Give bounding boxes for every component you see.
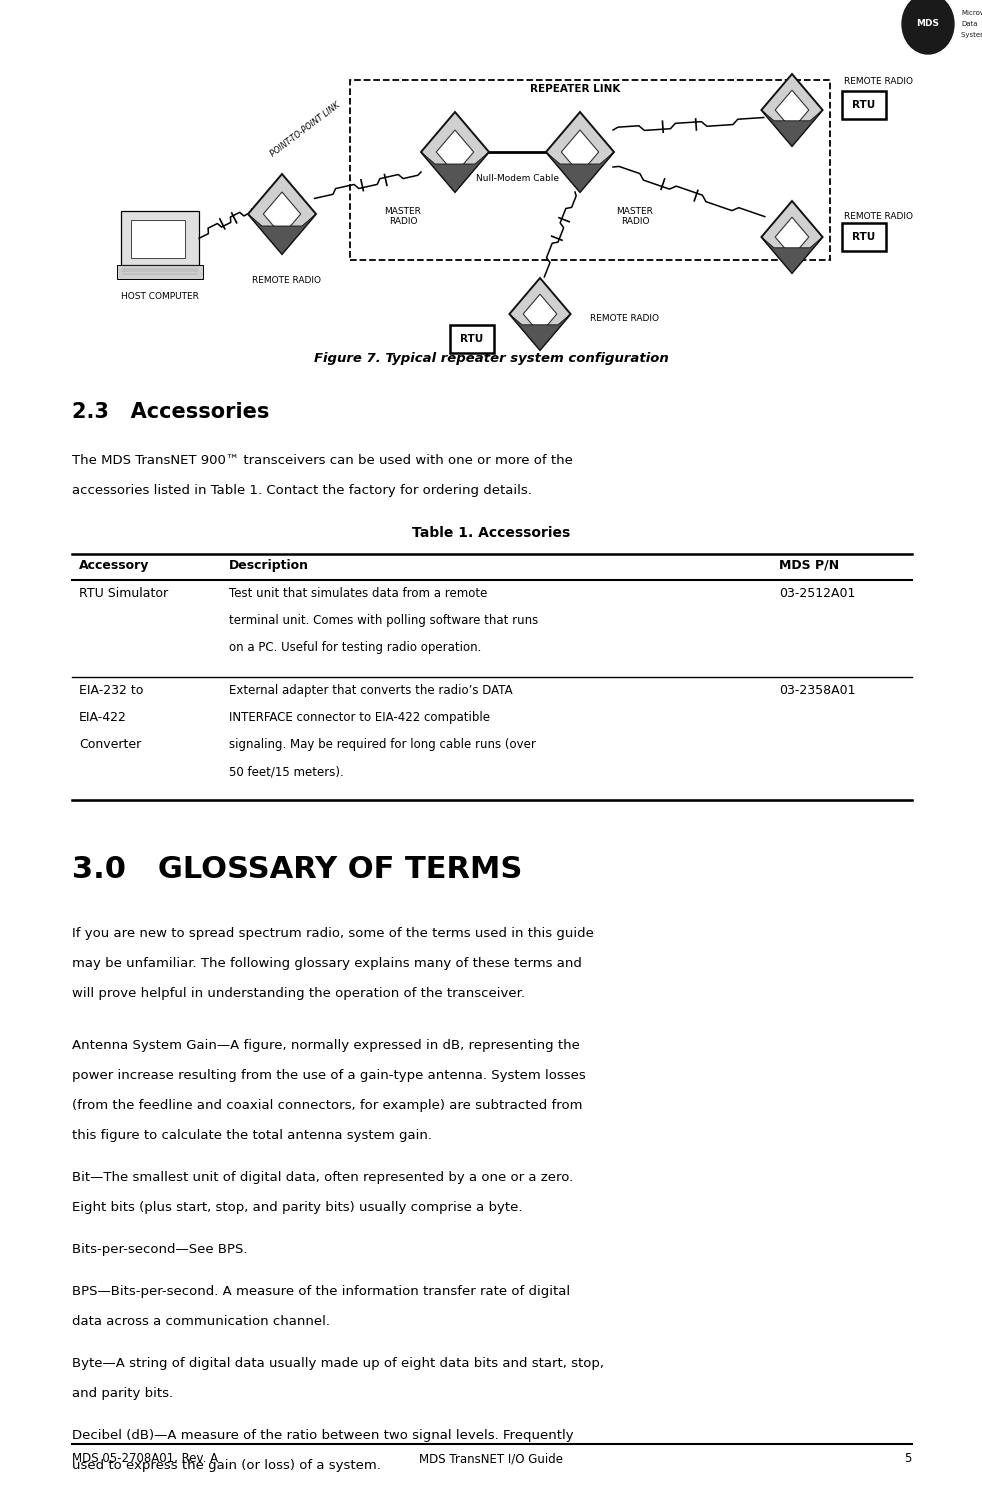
Polygon shape	[523, 294, 557, 333]
Text: Table 1. Accessories: Table 1. Accessories	[411, 526, 571, 541]
Polygon shape	[421, 152, 489, 192]
Text: Data: Data	[961, 21, 977, 27]
Text: EIA-422: EIA-422	[79, 710, 127, 724]
Polygon shape	[562, 131, 599, 174]
Polygon shape	[263, 192, 300, 236]
Text: RTU: RTU	[461, 333, 483, 344]
Text: MDS: MDS	[916, 20, 940, 29]
Text: Null-Modem Cable: Null-Modem Cable	[476, 174, 559, 183]
Text: If you are new to spread spectrum radio, some of the terms used in this guide: If you are new to spread spectrum radio,…	[72, 927, 594, 940]
Polygon shape	[510, 278, 571, 350]
Text: The MDS TransNET 900™ transceivers can be used with one or more of the: The MDS TransNET 900™ transceivers can b…	[72, 454, 573, 467]
Polygon shape	[761, 110, 823, 146]
Text: INTERFACE connector to EIA-422 compatible: INTERFACE connector to EIA-422 compatibl…	[229, 710, 490, 724]
Text: 2.3   Accessories: 2.3 Accessories	[72, 403, 269, 422]
Text: MDS TransNET I/O Guide: MDS TransNET I/O Guide	[419, 1452, 563, 1464]
Text: MASTER
RADIO: MASTER RADIO	[385, 207, 421, 227]
Text: BPS—Bits-per-second. A measure of the information transfer rate of digital: BPS—Bits-per-second. A measure of the in…	[72, 1286, 571, 1298]
Text: RTU Simulator: RTU Simulator	[79, 587, 168, 599]
Text: (from the feedline and coaxial connectors, for example) are subtracted from: (from the feedline and coaxial connector…	[72, 1099, 582, 1113]
Polygon shape	[546, 152, 614, 192]
Ellipse shape	[902, 0, 954, 54]
Text: POINT-TO-POINT LINK: POINT-TO-POINT LINK	[268, 101, 342, 159]
FancyBboxPatch shape	[842, 92, 886, 119]
Polygon shape	[248, 174, 316, 254]
Text: Systems Inc.: Systems Inc.	[961, 32, 982, 38]
Polygon shape	[775, 90, 809, 129]
Text: Figure 7. Typical repeater system configuration: Figure 7. Typical repeater system config…	[313, 351, 669, 365]
Text: this figure to calculate the total antenna system gain.: this figure to calculate the total anten…	[72, 1130, 432, 1143]
Text: terminal unit. Comes with polling software that runs: terminal unit. Comes with polling softwa…	[229, 614, 538, 628]
Text: may be unfamiliar. The following glossary explains many of these terms and: may be unfamiliar. The following glossar…	[72, 957, 582, 970]
Polygon shape	[510, 314, 571, 350]
Text: Test unit that simulates data from a remote: Test unit that simulates data from a rem…	[229, 587, 487, 599]
Text: 3.0   GLOSSARY OF TERMS: 3.0 GLOSSARY OF TERMS	[72, 856, 522, 885]
Text: MDS P/N: MDS P/N	[779, 559, 840, 572]
Text: signaling. May be required for long cable runs (over: signaling. May be required for long cabl…	[229, 737, 536, 751]
Text: 5: 5	[904, 1452, 912, 1464]
Text: Byte—A string of digital data usually made up of eight data bits and start, stop: Byte—A string of digital data usually ma…	[72, 1358, 604, 1370]
Polygon shape	[421, 113, 489, 192]
Polygon shape	[436, 131, 473, 174]
Text: External adapter that converts the radio’s DATA: External adapter that converts the radio…	[229, 683, 513, 697]
Text: Bits-per-second—See BPS.: Bits-per-second—See BPS.	[72, 1244, 247, 1256]
Text: Microwave: Microwave	[961, 11, 982, 17]
Polygon shape	[775, 218, 809, 257]
Text: 03-2512A01: 03-2512A01	[779, 587, 855, 599]
FancyBboxPatch shape	[121, 210, 199, 264]
Text: will prove helpful in understanding the operation of the transceiver.: will prove helpful in understanding the …	[72, 987, 525, 1000]
Text: Bit—The smallest unit of digital data, often represented by a one or a zero.: Bit—The smallest unit of digital data, o…	[72, 1172, 573, 1185]
Text: REMOTE RADIO: REMOTE RADIO	[844, 212, 913, 221]
Text: data across a communication channel.: data across a communication channel.	[72, 1316, 330, 1328]
Text: REMOTE RADIO: REMOTE RADIO	[252, 276, 321, 285]
Polygon shape	[761, 237, 823, 273]
Text: HOST COMPUTER: HOST COMPUTER	[121, 291, 199, 300]
Text: used to express the gain (or loss) of a system.: used to express the gain (or loss) of a …	[72, 1460, 381, 1472]
Text: EIA-232 to: EIA-232 to	[79, 683, 143, 697]
Text: on a PC. Useful for testing radio operation.: on a PC. Useful for testing radio operat…	[229, 641, 481, 655]
Text: RTU: RTU	[852, 231, 876, 242]
Text: Antenna System Gain—A figure, normally expressed in dB, representing the: Antenna System Gain—A figure, normally e…	[72, 1039, 580, 1053]
Text: MDS 05-2708A01, Rev. A: MDS 05-2708A01, Rev. A	[72, 1452, 218, 1464]
Polygon shape	[761, 74, 823, 146]
Text: Decibel (dB)—A measure of the ratio between two signal levels. Frequently: Decibel (dB)—A measure of the ratio betw…	[72, 1430, 573, 1442]
Text: MASTER
RADIO: MASTER RADIO	[617, 207, 653, 227]
Polygon shape	[248, 213, 316, 254]
Polygon shape	[546, 113, 614, 192]
Text: Description: Description	[229, 559, 309, 572]
Text: RTU: RTU	[852, 101, 876, 110]
Text: REPEATER LINK: REPEATER LINK	[530, 84, 621, 95]
Text: 03-2358A01: 03-2358A01	[779, 683, 855, 697]
FancyBboxPatch shape	[842, 222, 886, 251]
Text: accessories listed in Table 1. Contact the factory for ordering details.: accessories listed in Table 1. Contact t…	[72, 484, 532, 497]
Text: REMOTE RADIO: REMOTE RADIO	[590, 314, 659, 323]
FancyBboxPatch shape	[450, 324, 494, 353]
Text: REMOTE RADIO: REMOTE RADIO	[844, 78, 913, 87]
Text: Converter: Converter	[79, 737, 141, 751]
Text: Accessory: Accessory	[79, 559, 149, 572]
Text: 50 feet/15 meters).: 50 feet/15 meters).	[229, 765, 344, 778]
Text: Eight bits (plus start, stop, and parity bits) usually comprise a byte.: Eight bits (plus start, stop, and parity…	[72, 1202, 522, 1215]
FancyBboxPatch shape	[131, 219, 185, 258]
FancyBboxPatch shape	[117, 264, 203, 279]
Polygon shape	[761, 201, 823, 273]
Text: power increase resulting from the use of a gain-type antenna. System losses: power increase resulting from the use of…	[72, 1069, 585, 1083]
Text: and parity bits.: and parity bits.	[72, 1388, 173, 1400]
